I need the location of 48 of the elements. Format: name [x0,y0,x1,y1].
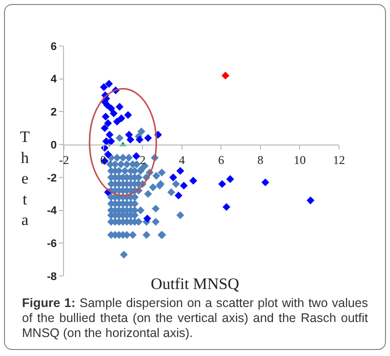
point [116,102,124,111]
point [102,112,110,121]
point [189,176,198,185]
point [113,118,121,126]
point [117,114,126,122]
y-tick-label: -2 [47,172,57,184]
point [104,150,112,158]
point [110,109,118,118]
point [144,134,152,142]
x-tick-label: 8 [257,152,264,167]
point [125,130,133,139]
y-tick-label: 6 [50,40,57,53]
x-tick-label: 6 [218,152,224,167]
point [218,180,226,188]
x-tick-label: 10 [294,152,306,167]
x-tick-label: 12 [333,152,345,167]
y-tick-label: -4 [47,205,58,218]
point [222,72,230,80]
point [143,214,152,222]
point [180,182,188,190]
y-tick-label: 4 [50,74,58,86]
point [124,111,132,119]
point [126,136,134,144]
point [174,192,182,200]
point [222,203,230,211]
point [169,174,178,182]
y-axis-title: Theta [20,129,30,230]
point [105,80,113,88]
point [106,130,114,139]
point [107,104,116,112]
point [100,83,108,91]
caption: Figure 1: Sample dispersion on a scatter plot with two values of the bullied theta (on the vertical axis) and the Rasch outfit MNSQ (on the horizontal axis). [22,296,368,340]
point [306,196,314,204]
point [226,175,234,183]
y-tick-label: -8 [47,270,57,283]
point [103,101,112,110]
y-tick-label: 2 [50,106,57,119]
point [132,152,140,160]
x-tick-label: 4 [178,152,185,167]
x-axis-title: Outfit MNSQ [150,276,240,293]
point [104,119,112,128]
y-tick-label: -6 [47,238,57,250]
point [136,136,144,144]
point [261,178,270,186]
point [176,166,184,175]
x-tick-label: 2 [140,152,146,167]
point [100,124,109,132]
y-tick-label: 0 [50,139,57,152]
